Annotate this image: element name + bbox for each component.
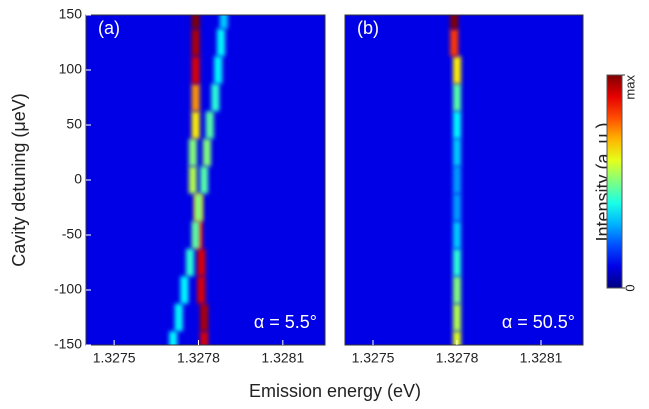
angle-label: α = 50.5°	[502, 312, 575, 332]
heatmap-cell	[200, 303, 209, 332]
y-tick-label: -50	[62, 226, 82, 242]
heatmap-cell	[214, 56, 223, 84]
heatmap-cell	[450, 15, 459, 29]
colorbar-tick-label: 0	[622, 284, 637, 291]
heatmap-cell	[211, 83, 220, 112]
heatmap-cell	[205, 111, 214, 139]
y-tick-label: 100	[59, 61, 83, 77]
y-tick-label: 50	[66, 116, 82, 132]
x-tick-label: 1.3281	[261, 350, 304, 366]
y-tick-label: -150	[54, 336, 82, 352]
heatmap	[450, 15, 461, 345]
heatmap-cell	[453, 331, 461, 345]
plot-background	[345, 15, 583, 345]
y-axis-label: Cavity detuning (μeV)	[9, 93, 29, 266]
x-tick-label: 1.3278	[436, 350, 479, 366]
heatmap-cell	[191, 15, 200, 29]
heatmap-cell	[219, 15, 228, 29]
heatmap-cell	[180, 276, 189, 304]
heatmap-cell	[200, 331, 209, 345]
heatmap-cell	[450, 28, 459, 57]
heatmap-cell	[191, 221, 200, 249]
heatmap-cell	[174, 303, 183, 332]
heatmap-cell	[188, 166, 197, 194]
heatmap-cell	[453, 56, 461, 84]
heatmap-cell	[202, 138, 211, 167]
heatmap-cell	[191, 56, 200, 84]
y-tick-label: -100	[54, 281, 82, 297]
heatmap-cell	[453, 83, 461, 112]
angle-label: α = 5.5°	[254, 312, 317, 332]
heatmap-cell	[453, 276, 461, 304]
heatmap-cell	[188, 138, 197, 167]
heatmap-cell	[197, 276, 206, 304]
heatmap-cell	[453, 111, 461, 139]
colorbar	[606, 74, 623, 289]
heatmap-cell	[197, 248, 206, 277]
y-tick-label: 150	[59, 6, 83, 22]
heatmap-cell	[453, 248, 461, 277]
heatmap-cell	[453, 166, 461, 194]
x-axis-label: Emission energy (eV)	[249, 381, 421, 401]
x-tick-label: 1.3275	[352, 350, 395, 366]
heatmap-cell	[191, 83, 200, 112]
colorbar-tick-label: max	[622, 75, 637, 100]
panel-label: (b)	[357, 18, 379, 38]
heatmap	[169, 15, 228, 345]
heatmap-cell	[453, 303, 461, 332]
heatmap-cell	[191, 28, 200, 57]
heatmap-cell	[191, 111, 200, 139]
heatmap-cell	[453, 221, 461, 249]
x-tick-label: 1.3281	[520, 350, 563, 366]
heatmap-cell	[200, 166, 209, 194]
heatmap-cell	[194, 193, 203, 222]
panel-label: (a)	[98, 18, 120, 38]
plot-frame	[344, 14, 584, 346]
y-tick-label: 0	[74, 171, 82, 187]
x-tick-label: 1.3278	[177, 350, 220, 366]
heatmap-cell	[169, 331, 178, 345]
heatmap-cell	[186, 248, 195, 277]
x-tick-label: 1.3275	[93, 350, 136, 366]
heatmap-cell	[453, 138, 461, 167]
heatmap-cell	[453, 193, 461, 222]
heatmap-cell	[216, 28, 225, 57]
